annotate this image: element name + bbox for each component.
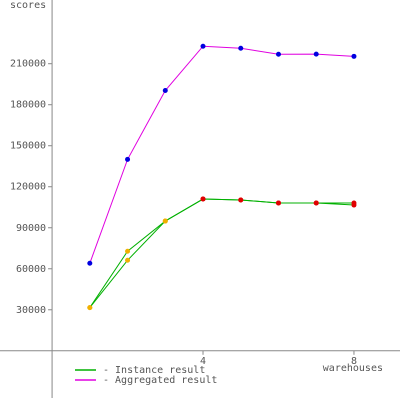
series-line (89, 45, 354, 264)
x-tick-label: 4 (200, 356, 206, 367)
x-axis-label: warehouses (323, 363, 383, 374)
series-line (89, 198, 354, 308)
data-point (87, 260, 93, 266)
data-point (275, 51, 281, 57)
data-point (238, 45, 244, 51)
legend-label: - Instance result (103, 365, 205, 376)
data-point (238, 197, 244, 203)
data-point (162, 87, 168, 93)
data-point (87, 305, 93, 311)
y-tick-label: 30000 (16, 305, 46, 316)
data-point (351, 53, 357, 59)
data-point (162, 218, 168, 224)
data-point (125, 156, 131, 162)
series-line (89, 198, 354, 308)
y-tick-label: 210000 (10, 59, 46, 70)
data-point (200, 43, 206, 49)
data-point (200, 196, 206, 202)
legend-label: - Aggregated result (103, 375, 217, 386)
y-tick-label: 180000 (10, 100, 46, 111)
data-point (351, 202, 357, 208)
y-tick-label: 60000 (16, 264, 46, 275)
data-point (125, 248, 131, 254)
data-point (125, 257, 131, 263)
y-tick-label: 150000 (10, 141, 46, 152)
x-tick-label: 8 (351, 356, 357, 367)
y-tick-label: 120000 (10, 182, 46, 193)
data-point (313, 200, 319, 206)
y-axis-label: scores (10, 0, 46, 11)
y-tick-label: 90000 (16, 223, 46, 234)
data-point (313, 51, 319, 57)
data-point (275, 200, 281, 206)
